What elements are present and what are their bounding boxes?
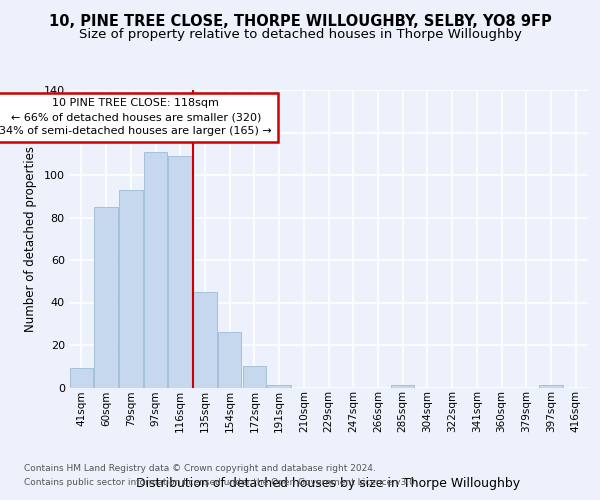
Text: 10 PINE TREE CLOSE: 118sqm
← 66% of detached houses are smaller (320)
34% of sem: 10 PINE TREE CLOSE: 118sqm ← 66% of deta… [0, 98, 272, 136]
Bar [119, 190, 143, 388]
Bar [539, 386, 563, 388]
Bar [242, 366, 266, 388]
Text: 10, PINE TREE CLOSE, THORPE WILLOUGHBY, SELBY, YO8 9FP: 10, PINE TREE CLOSE, THORPE WILLOUGHBY, … [49, 14, 551, 29]
Bar [169, 156, 192, 388]
Text: Size of property relative to detached houses in Thorpe Willoughby: Size of property relative to detached ho… [79, 28, 521, 41]
Y-axis label: Number of detached properties: Number of detached properties [24, 146, 37, 332]
Bar [218, 332, 241, 388]
Bar [193, 292, 217, 388]
Bar [94, 207, 118, 388]
Bar [391, 386, 415, 388]
X-axis label: Distribution of detached houses by size in Thorpe Willoughby: Distribution of detached houses by size … [136, 477, 521, 490]
Text: Contains public sector information licensed under the Open Government Licence v3: Contains public sector information licen… [24, 478, 418, 487]
Bar [144, 152, 167, 388]
Bar [70, 368, 93, 388]
Bar [268, 386, 291, 388]
Text: Contains HM Land Registry data © Crown copyright and database right 2024.: Contains HM Land Registry data © Crown c… [24, 464, 376, 473]
